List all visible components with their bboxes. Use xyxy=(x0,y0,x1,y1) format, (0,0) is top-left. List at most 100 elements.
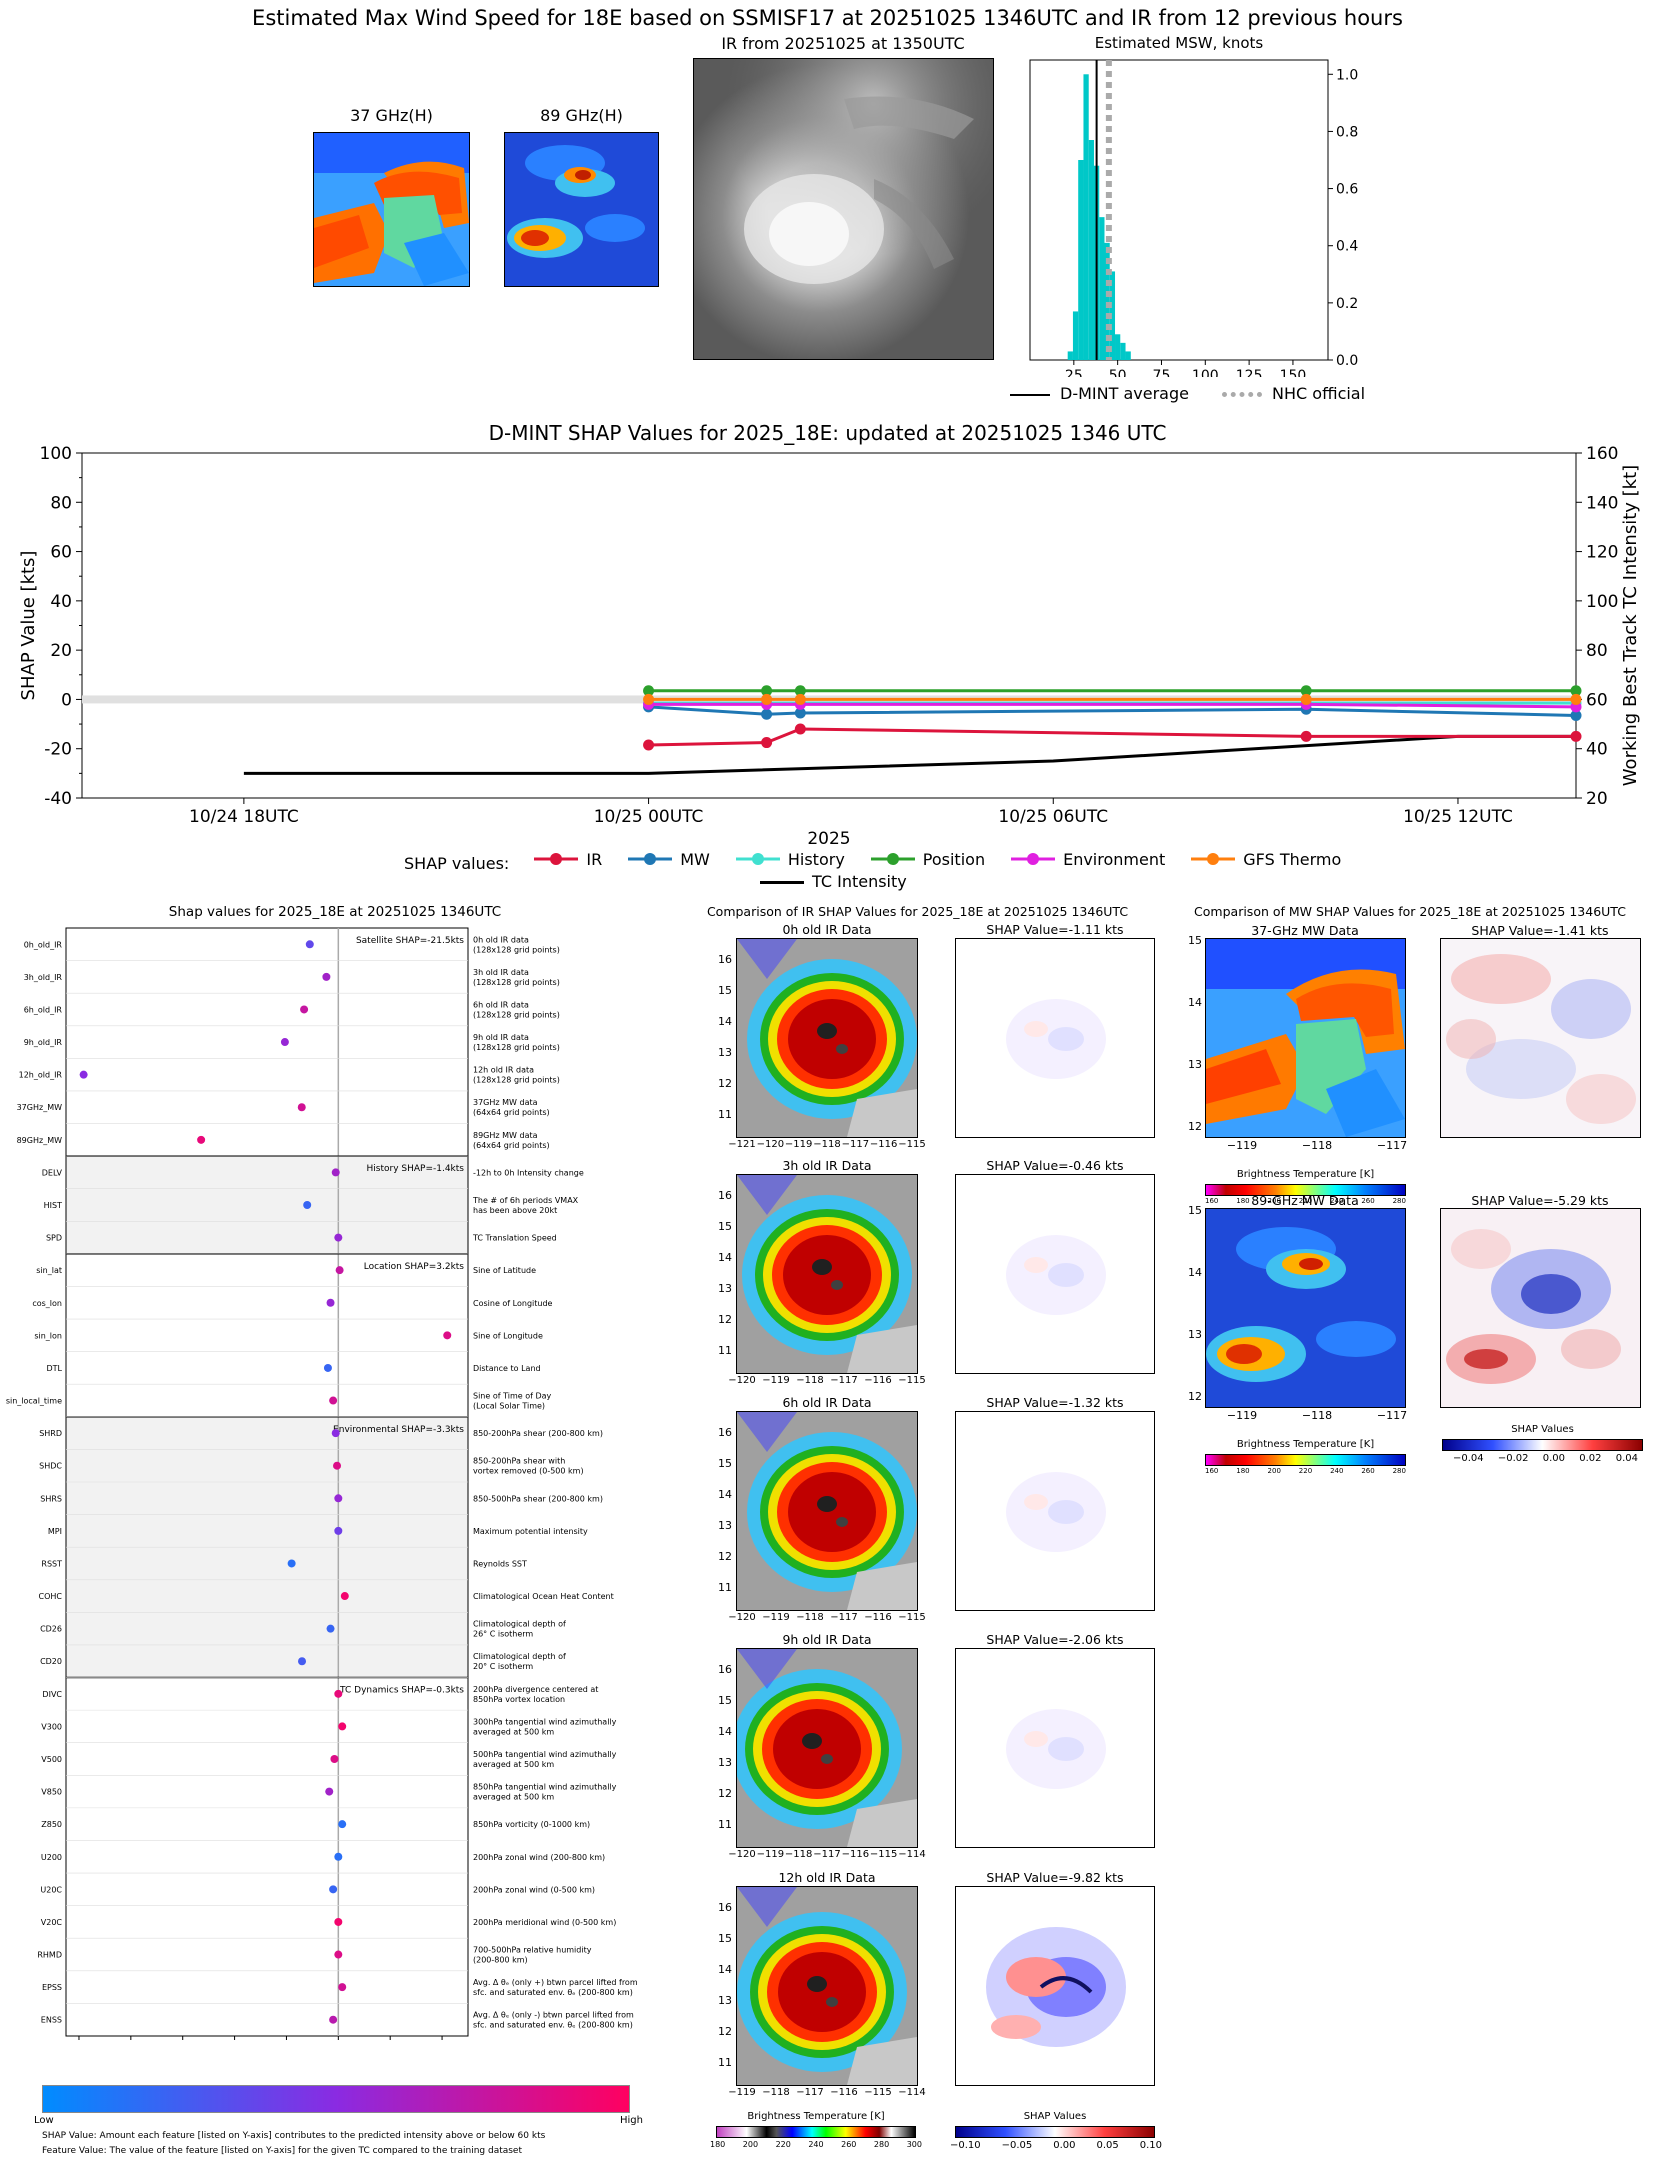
ir-x-tick: −120 xyxy=(728,1849,756,1860)
feature-desc: 850hPa tangential wind azimuthally xyxy=(473,1783,617,1792)
feature-desc: Sine of Time of Day xyxy=(473,1392,552,1401)
tick-label: 100 xyxy=(1586,592,1618,612)
feature-point xyxy=(323,1363,332,1372)
feature-name: SHRD xyxy=(39,1429,62,1438)
mw89-data-title: 89-GHz MW Data xyxy=(1251,1193,1359,1208)
feature-name: sin_lat xyxy=(36,1266,62,1275)
series-point xyxy=(1570,730,1582,742)
feature-point xyxy=(287,1559,296,1568)
feature-name: SHDC xyxy=(39,1462,62,1471)
msw-bar xyxy=(1120,342,1126,360)
msw-histogram: 2550751001251500.00.20.40.60.81.0Relativ… xyxy=(1029,59,1358,377)
series-point xyxy=(1570,709,1582,721)
legend-swatch xyxy=(628,849,673,869)
ir-x-tick: −119 xyxy=(728,2087,756,2098)
feature-shap-chart: Satellite SHAP=-21.5kts History SHAP=-1.4… xyxy=(6,927,638,2040)
ir-y-tick: 14 xyxy=(718,1488,732,1501)
mw-y-tick: 14 xyxy=(1188,996,1202,1009)
series-point xyxy=(1300,730,1312,742)
ir-shap-title: SHAP Value=-0.46 kts xyxy=(986,1158,1124,1173)
shap-ts-title: D-MINT SHAP Values for 2025_18E: updated… xyxy=(488,421,1167,445)
feature-desc: 3h old IR data xyxy=(473,968,529,977)
feature-desc: 850-200hPa shear (200-800 km) xyxy=(473,1429,603,1438)
ir-bt-colorbar-label: Brightness Temperature [K] xyxy=(747,2111,885,2122)
ir-x-tick: −115 xyxy=(898,1139,926,1150)
series-point xyxy=(794,723,806,735)
feature-point xyxy=(334,1689,343,1698)
tick: 240 xyxy=(808,2140,824,2149)
msw-bar xyxy=(1088,140,1094,360)
feature-point xyxy=(335,1266,344,1275)
ir-y-tick: 14 xyxy=(718,1963,732,1976)
feature-desc: 200hPa zonal wind (200-800 km) xyxy=(473,1853,605,1862)
ir-y-tick: 16 xyxy=(718,1426,732,1439)
group-label: Environmental SHAP=-3.3kts xyxy=(333,1425,464,1435)
feature-point xyxy=(340,1592,349,1601)
ir-y-tick: 14 xyxy=(718,1251,732,1264)
ir-shap-title: SHAP Value=-1.11 kts xyxy=(986,922,1124,937)
ir-x-tick: −115 xyxy=(898,1612,926,1623)
tick-label: 80 xyxy=(1586,641,1608,661)
tick: 220 xyxy=(1298,1197,1313,1205)
feature-desc: 200hPa divergence centered at xyxy=(473,1685,598,1694)
mw-y-tick: 12 xyxy=(1188,1390,1202,1403)
mw-x-tick: −118 xyxy=(1301,1139,1333,1152)
feature-point xyxy=(79,1070,88,1079)
ir-x-tick: −119 xyxy=(762,1612,790,1623)
ts-ylabel-left: SHAP Value [kts] xyxy=(18,551,39,701)
feature-name: COHC xyxy=(39,1592,63,1601)
tick-label: 140 xyxy=(1586,493,1618,513)
ir-x-tick: −119 xyxy=(756,1849,785,1860)
ir-panel-image xyxy=(736,1174,918,1374)
msw-bar xyxy=(1109,271,1116,360)
ir-y-tick: 13 xyxy=(718,1756,732,1769)
tick-label: 40 xyxy=(1586,740,1608,760)
feature-desc: Sine of Latitude xyxy=(473,1266,536,1275)
feature-desc: (200-800 km) xyxy=(473,1956,528,1965)
legend-swatch xyxy=(870,849,915,869)
feature-point xyxy=(329,1396,338,1405)
feat-title: Shap values for 2025_18E at 20251025 134… xyxy=(168,904,502,920)
feature-point xyxy=(333,1461,342,1470)
feature-desc: Reynolds SST xyxy=(473,1559,527,1568)
ts-ylabel-right: Working Best Track TC Intensity [kt] xyxy=(1620,465,1641,786)
legend-dmint: D-MINT average xyxy=(1060,384,1189,403)
feature-name: V500 xyxy=(41,1755,62,1764)
ir-shap-colorbar-label: SHAP Values xyxy=(1023,2111,1087,2122)
mw37-bt-colorbar xyxy=(1205,1184,1406,1196)
ts-xlabel: 2025 xyxy=(807,829,850,849)
ir-shap-colorbar-ticks: −0.10 −0.05 0.00 0.05 0.10 xyxy=(950,2140,1162,2151)
feature-desc: 26° C isotherm xyxy=(473,1630,533,1639)
tc-intensity-swatch xyxy=(760,881,804,884)
feature-name: 0h_old_IR xyxy=(24,940,63,949)
feature-name: cos_lon xyxy=(32,1299,62,1308)
mw-y-tick: 15 xyxy=(1188,1204,1202,1217)
tick: 0.04 xyxy=(1615,1453,1638,1464)
ir-x-tick: −116 xyxy=(864,1375,892,1386)
tick-label: 20 xyxy=(1586,789,1608,809)
feature-desc: Cosine of Longitude xyxy=(473,1299,553,1308)
ir-y-tick: 16 xyxy=(718,1189,732,1202)
feature-desc: averaged at 500 km xyxy=(473,1760,554,1769)
mw-x-tick: −119 xyxy=(1226,1139,1258,1152)
ir-y-tick: 11 xyxy=(718,1344,732,1357)
feature-name: HIST xyxy=(44,1201,62,1210)
mw-y-tick: 12 xyxy=(1188,1120,1202,1133)
feature-point xyxy=(329,1885,338,1894)
tick: 200 xyxy=(742,2140,759,2149)
feature-name: 37GHz_MW xyxy=(17,1103,62,1112)
ir-shap-image xyxy=(955,1411,1155,1611)
series-point xyxy=(1300,693,1312,705)
feature-point xyxy=(334,1917,343,1926)
legend-item: Environment xyxy=(1011,849,1165,869)
mw-cmp-title: Comparison of MW SHAP Values for 2025_18… xyxy=(1194,904,1626,919)
tick-label: 10/25 00UTC xyxy=(594,807,704,827)
feature-desc: 850-200hPa shear with xyxy=(473,1457,565,1466)
feature-desc: (128x128 grid points) xyxy=(473,978,560,987)
series-point xyxy=(794,693,806,705)
ir-x-tick: −121 xyxy=(728,1139,756,1150)
ir-y-tick: 16 xyxy=(718,1663,732,1676)
mw-y-tick: 13 xyxy=(1188,1058,1202,1071)
note-shap: SHAP Value: Amount each feature [listed … xyxy=(42,2131,546,2141)
mw37-title: 37 GHz(H) xyxy=(350,106,433,125)
